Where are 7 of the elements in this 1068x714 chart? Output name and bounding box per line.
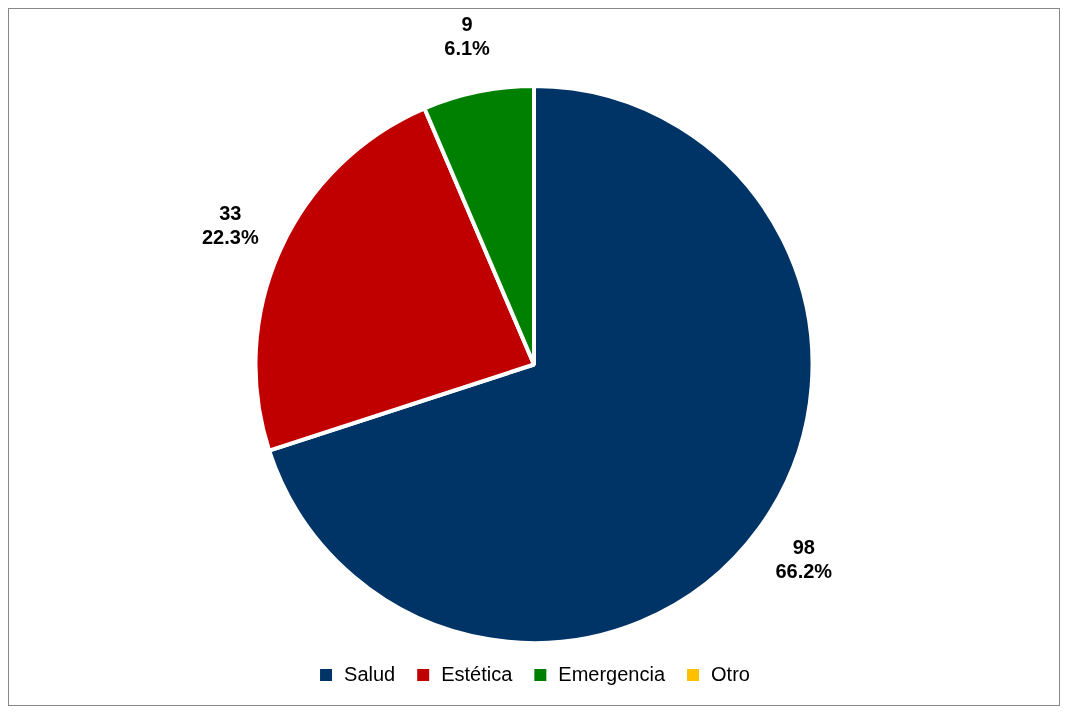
data-label: 33 22.3% [202,202,259,249]
legend-label: Otro [711,662,750,685]
data-label: 98 66.2% [775,536,833,583]
legend-label: Estética [441,662,514,685]
legend-label: Salud [344,662,396,685]
legend-label: Emergencia [558,662,666,685]
data-label: 9 6.1% [444,13,491,60]
